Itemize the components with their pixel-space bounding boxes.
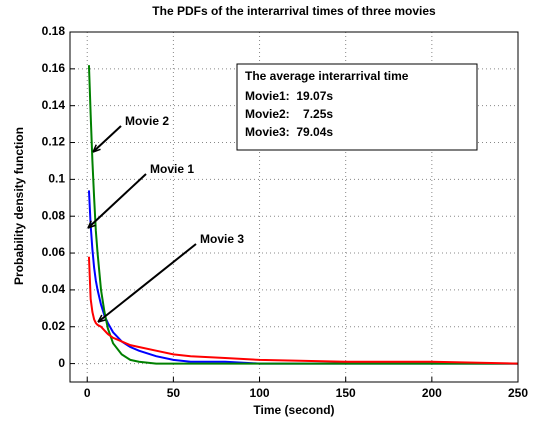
y-tick-label: 0.06	[42, 245, 66, 259]
y-tick-label: 0.18	[42, 24, 66, 38]
text-box-line: Movie3: 79.04s	[245, 125, 333, 139]
y-axis-label: Probability density function	[12, 127, 26, 285]
y-tick-label: 0.1	[48, 172, 65, 186]
y-tick-label: 0.12	[42, 135, 66, 149]
y-tick-label: 0.02	[42, 319, 66, 333]
arrow-head	[97, 314, 106, 323]
annotation: Movie 2	[125, 114, 169, 128]
x-tick-label: 150	[336, 386, 356, 400]
x-tick-label: 250	[508, 386, 528, 400]
annotation: Movie 3	[200, 232, 244, 246]
text-box-title: The average interarrival time	[245, 69, 409, 83]
annotation-arrow	[97, 243, 197, 323]
text-box	[236, 63, 478, 151]
x-axis-label: Time (second)	[253, 403, 334, 417]
text-box-line: Movie2: 7.25s	[245, 107, 333, 121]
y-tick-label: 0.08	[42, 208, 66, 222]
arrow-head	[92, 144, 101, 153]
series-line	[87, 256, 519, 365]
series-line	[87, 65, 518, 365]
annotation-arrow	[87, 173, 147, 229]
text-box-line: Movie1: 19.07s	[245, 89, 333, 103]
x-tick-label: 0	[84, 386, 91, 400]
y-tick-label: 0	[58, 356, 65, 370]
x-tick-label: 200	[422, 386, 442, 400]
y-tick-label: 0.16	[42, 61, 66, 75]
x-tick-label: 100	[250, 386, 270, 400]
x-tick-label: 50	[167, 386, 181, 400]
annotation-arrow	[92, 125, 122, 153]
y-tick-label: 0.04	[42, 282, 66, 296]
chart-title: The PDFs of the interarrival times of th…	[152, 4, 436, 18]
y-tick-label: 0.14	[42, 98, 66, 112]
plot-frame	[69, 31, 519, 383]
arrow-head	[87, 220, 96, 229]
annotation: Movie 1	[150, 162, 194, 176]
